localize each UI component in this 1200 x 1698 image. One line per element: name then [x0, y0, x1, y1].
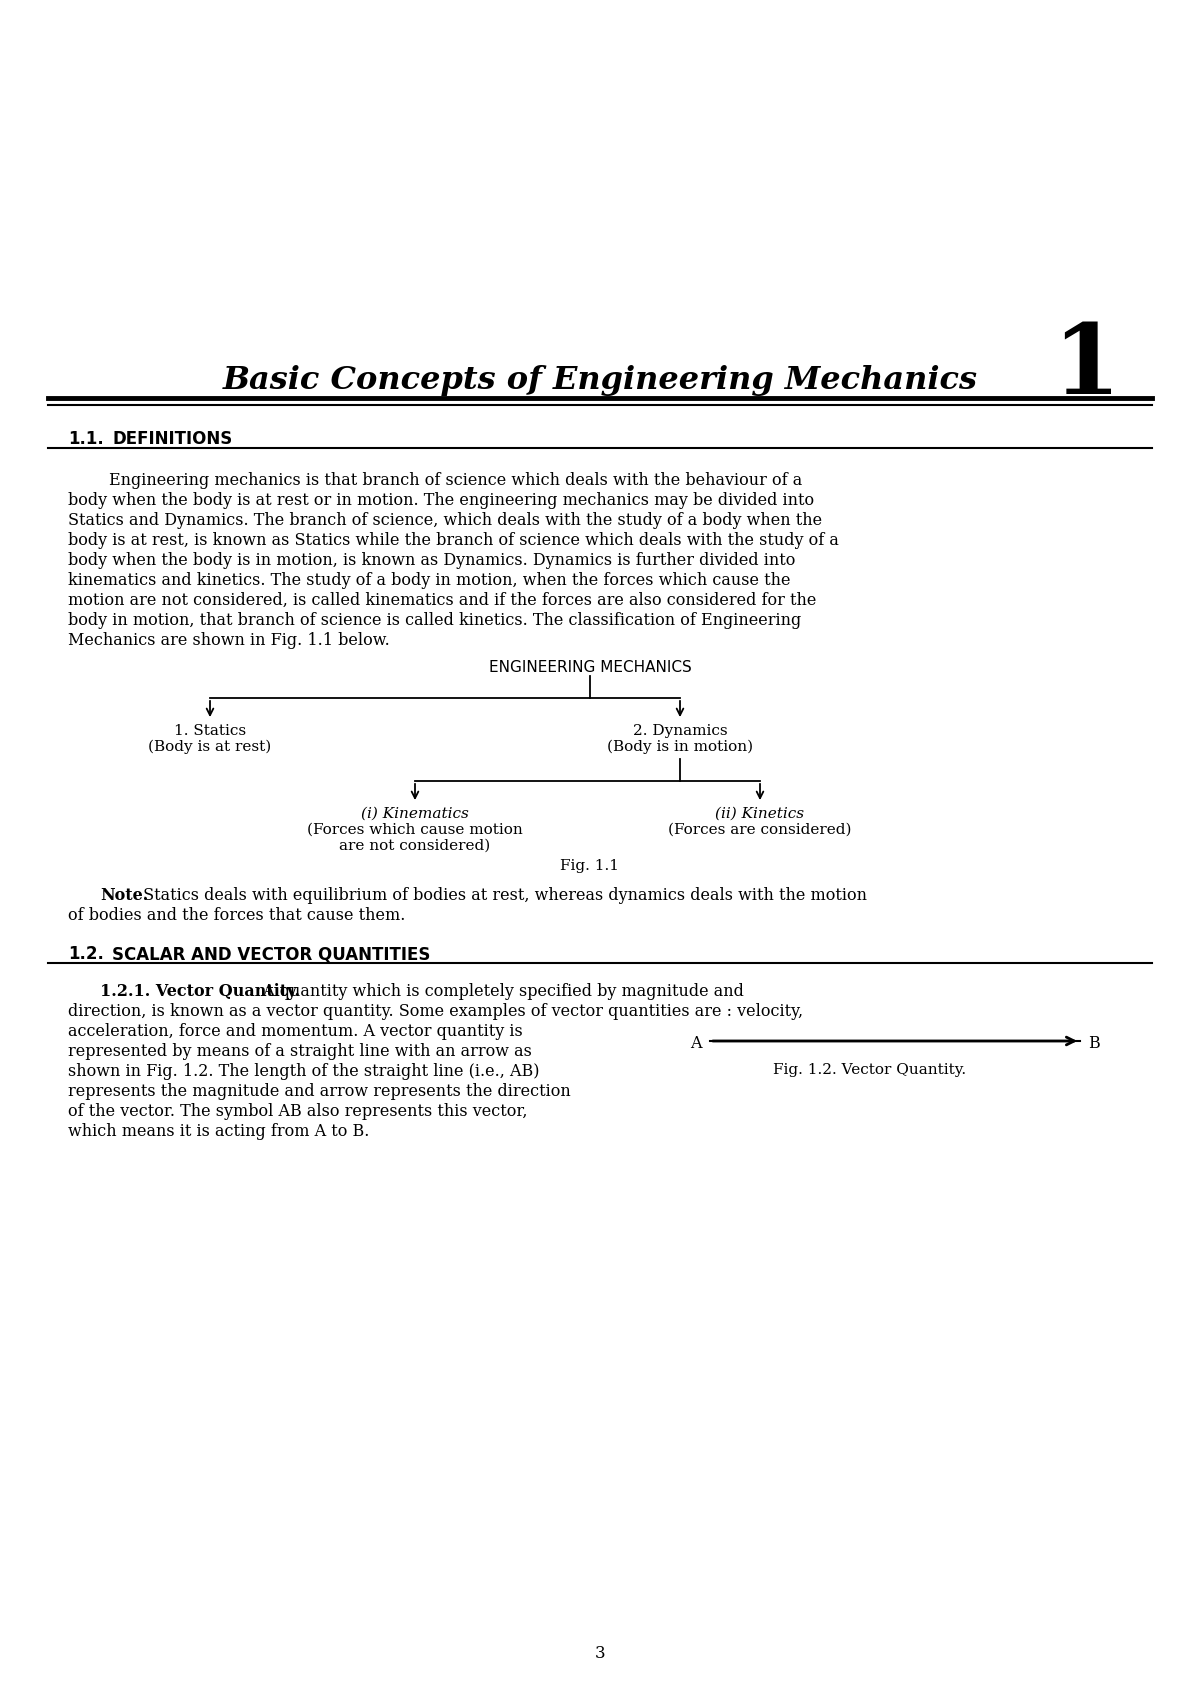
Text: (i) Kinematics: (i) Kinematics [361, 807, 469, 822]
Text: (Body is at rest): (Body is at rest) [149, 740, 271, 754]
Text: which means it is acting from A to B.: which means it is acting from A to B. [68, 1122, 370, 1139]
Text: B: B [1088, 1034, 1099, 1051]
Text: body is at rest, is known as Statics while the branch of science which deals wit: body is at rest, is known as Statics whi… [68, 531, 839, 548]
Text: Note.: Note. [100, 886, 149, 903]
Text: Statics and Dynamics. The branch of science, which deals with the study of a bod: Statics and Dynamics. The branch of scie… [68, 513, 822, 530]
Text: motion are not considered, is called kinematics and if the forces are also consi: motion are not considered, is called kin… [68, 593, 816, 610]
Text: 1.2.1. Vector Quantity.: 1.2.1. Vector Quantity. [100, 983, 300, 1000]
Text: DEFINITIONS: DEFINITIONS [112, 430, 233, 448]
Text: direction, is known as a vector quantity. Some examples of vector quantities are: direction, is known as a vector quantity… [68, 1004, 803, 1020]
Text: Mechanics are shown in Fig. 1.1 below.: Mechanics are shown in Fig. 1.1 below. [68, 632, 390, 649]
Text: body when the body is in motion, is known as Dynamics. Dynamics is further divid: body when the body is in motion, is know… [68, 552, 796, 569]
Text: 1.2.: 1.2. [68, 946, 104, 963]
Text: 1. Statics: 1. Statics [174, 723, 246, 739]
Text: Fig. 1.2. Vector Quantity.: Fig. 1.2. Vector Quantity. [774, 1063, 966, 1077]
Text: (Forces which cause motion: (Forces which cause motion [307, 824, 523, 837]
Text: A quantity which is completely specified by magnitude and: A quantity which is completely specified… [258, 983, 744, 1000]
Text: A: A [690, 1034, 702, 1051]
Text: are not considered): are not considered) [340, 839, 491, 852]
Text: acceleration, force and momentum. A vector quantity is: acceleration, force and momentum. A vect… [68, 1022, 523, 1039]
Text: 2. Dynamics: 2. Dynamics [632, 723, 727, 739]
Text: (Body is in motion): (Body is in motion) [607, 740, 754, 754]
Text: (Forces are considered): (Forces are considered) [668, 824, 852, 837]
Text: 1: 1 [1052, 319, 1120, 414]
Text: ENGINEERING MECHANICS: ENGINEERING MECHANICS [488, 661, 691, 676]
Text: (ii) Kinetics: (ii) Kinetics [715, 807, 804, 822]
Text: Statics deals with equilibrium of bodies at rest, whereas dynamics deals with th: Statics deals with equilibrium of bodies… [138, 886, 866, 903]
Text: Engineering mechanics is that branch of science which deals with the behaviour o: Engineering mechanics is that branch of … [68, 472, 803, 489]
Text: represented by means of a straight line with an arrow as: represented by means of a straight line … [68, 1043, 532, 1060]
Text: body in motion, that branch of science is called kinetics. The classification of: body in motion, that branch of science i… [68, 611, 802, 628]
Text: 3: 3 [595, 1645, 605, 1662]
Text: of the vector. The symbol AB also represents this vector,: of the vector. The symbol AB also repres… [68, 1104, 528, 1121]
Text: Basic Concepts of Engineering Mechanics: Basic Concepts of Engineering Mechanics [222, 365, 978, 396]
Text: SCALAR AND VECTOR QUANTITIES: SCALAR AND VECTOR QUANTITIES [112, 946, 431, 963]
Text: body when the body is at rest or in motion. The engineering mechanics may be div: body when the body is at rest or in moti… [68, 492, 814, 509]
Text: of bodies and the forces that cause them.: of bodies and the forces that cause them… [68, 907, 406, 924]
Text: shown in Fig. 1.2. The length of the straight line (i.e., AB): shown in Fig. 1.2. The length of the str… [68, 1063, 540, 1080]
Text: 1.1.: 1.1. [68, 430, 103, 448]
Text: represents the magnitude and arrow represents the direction: represents the magnitude and arrow repre… [68, 1083, 571, 1100]
Text: kinematics and kinetics. The study of a body in motion, when the forces which ca: kinematics and kinetics. The study of a … [68, 572, 791, 589]
Text: Fig. 1.1: Fig. 1.1 [560, 859, 619, 873]
